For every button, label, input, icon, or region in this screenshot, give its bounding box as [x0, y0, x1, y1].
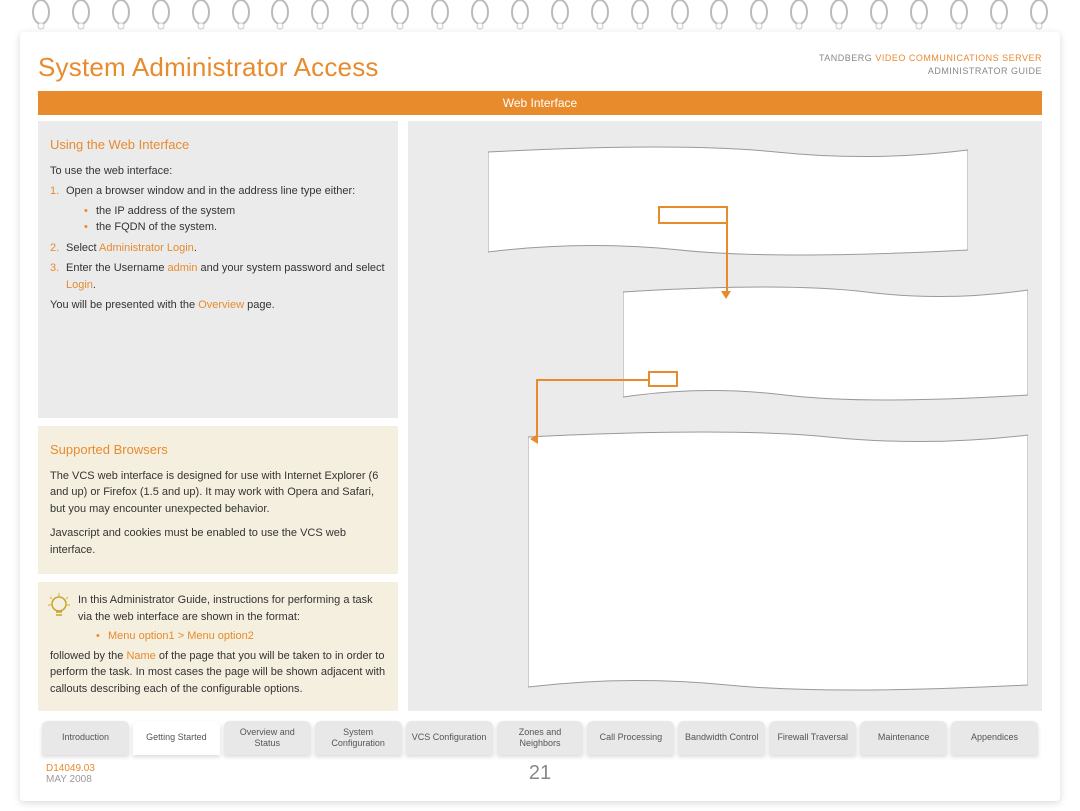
tab-firewall-traversal[interactable]: Firewall Traversal [769, 721, 856, 755]
panel-using-web: Using the Web Interface To use the web i… [38, 121, 398, 418]
step2-post: . [194, 242, 197, 254]
diagram-button-highlight [648, 371, 678, 387]
header: System Administrator Access TANDBERG VID… [38, 52, 1042, 83]
tip-p2a: followed by the [50, 650, 126, 662]
intro-text: To use the web interface: [50, 163, 386, 180]
step-3: Enter the Username admin and your system… [50, 260, 386, 293]
admin-login-link[interactable]: Administrator Login [99, 242, 194, 254]
diagram-screenshot-box [623, 286, 1028, 401]
tab-maintenance[interactable]: Maintenance [860, 721, 947, 755]
outro-a: You will be presented with the [50, 299, 198, 311]
tab-introduction[interactable]: Introduction [42, 721, 129, 755]
tip-menu-path: Menu option1 > Menu option2 [96, 628, 386, 645]
overview-link[interactable]: Overview [198, 299, 244, 311]
page: System Administrator Access TANDBERG VID… [20, 32, 1060, 801]
brand-highlight: VIDEO COMMUNICATIONS SERVER [875, 53, 1042, 63]
diagram-screenshot-box [528, 431, 1028, 691]
page-title: System Administrator Access [38, 52, 379, 83]
username-admin: admin [168, 262, 198, 274]
panel-heading: Using the Web Interface [50, 135, 386, 155]
tab-zones-and-neighbors[interactable]: Zones and Neighbors [497, 721, 584, 755]
step1-text: Open a browser window and in the address… [66, 185, 355, 197]
brand-subtitle: ADMINISTRATOR GUIDE [928, 66, 1042, 76]
tab-getting-started[interactable]: Getting Started [133, 721, 220, 755]
step-2: Select Administrator Login. [50, 240, 386, 257]
tab-vcs-configuration[interactable]: VCS Configuration [406, 721, 493, 755]
page-number: 21 [529, 762, 551, 785]
tab-appendices[interactable]: Appendices [951, 721, 1038, 755]
lightbulb-icon [46, 592, 72, 622]
doc-date: MAY 2008 [46, 774, 92, 785]
diagram-connector [726, 224, 728, 296]
step1-a: the IP address of the system [84, 203, 386, 220]
step1-b: the FQDN of the system. [84, 219, 386, 236]
panel-tip: In this Administrator Guide, instruction… [38, 582, 398, 711]
tab-bandwidth-control[interactable]: Bandwidth Control [678, 721, 765, 755]
tab-bar: IntroductionGetting StartedOverview and … [38, 721, 1042, 755]
diagram-area [408, 121, 1042, 711]
step3-a: Enter the Username [66, 262, 168, 274]
section-bar: Web Interface [38, 91, 1042, 115]
step3-c: . [93, 279, 96, 291]
tip-name: Name [126, 650, 155, 662]
header-brand: TANDBERG VIDEO COMMUNICATIONS SERVER ADM… [819, 52, 1042, 77]
brand-prefix: TANDBERG [819, 53, 875, 63]
content: Using the Web Interface To use the web i… [38, 121, 1042, 711]
tab-overview-and-status[interactable]: Overview and Status [224, 721, 311, 755]
browsers-p1: The VCS web interface is designed for us… [50, 468, 386, 518]
diagram-connector [536, 379, 538, 439]
step3-b: and your system password and select [197, 262, 384, 274]
left-column: Using the Web Interface To use the web i… [38, 121, 398, 711]
doc-id: D14049.03 [46, 763, 95, 774]
diagram-button-highlight [658, 206, 728, 224]
footer-left: D14049.03 MAY 2008 [46, 763, 95, 785]
browsers-p2: Javascript and cookies must be enabled t… [50, 525, 386, 558]
panel-browsers: Supported Browsers The VCS web interface… [38, 426, 398, 574]
login-link[interactable]: Login [66, 279, 93, 291]
step2-pre: Select [66, 242, 99, 254]
diagram-connector [536, 379, 648, 381]
diagram-screenshot-box [488, 146, 968, 256]
footer: D14049.03 MAY 2008 21 [38, 763, 1042, 785]
tab-system-configuration[interactable]: System Configuration [315, 721, 402, 755]
tip-p2: followed by the Name of the page that yo… [50, 648, 386, 698]
arrow-left-icon [530, 434, 538, 444]
panel-heading: Supported Browsers [50, 440, 386, 460]
tab-call-processing[interactable]: Call Processing [587, 721, 674, 755]
step-1: Open a browser window and in the address… [50, 183, 386, 236]
arrow-down-icon [721, 291, 731, 299]
outro-b: page. [244, 299, 275, 311]
tip-p1: In this Administrator Guide, instruction… [78, 592, 386, 625]
outro: You will be presented with the Overview … [50, 297, 386, 314]
